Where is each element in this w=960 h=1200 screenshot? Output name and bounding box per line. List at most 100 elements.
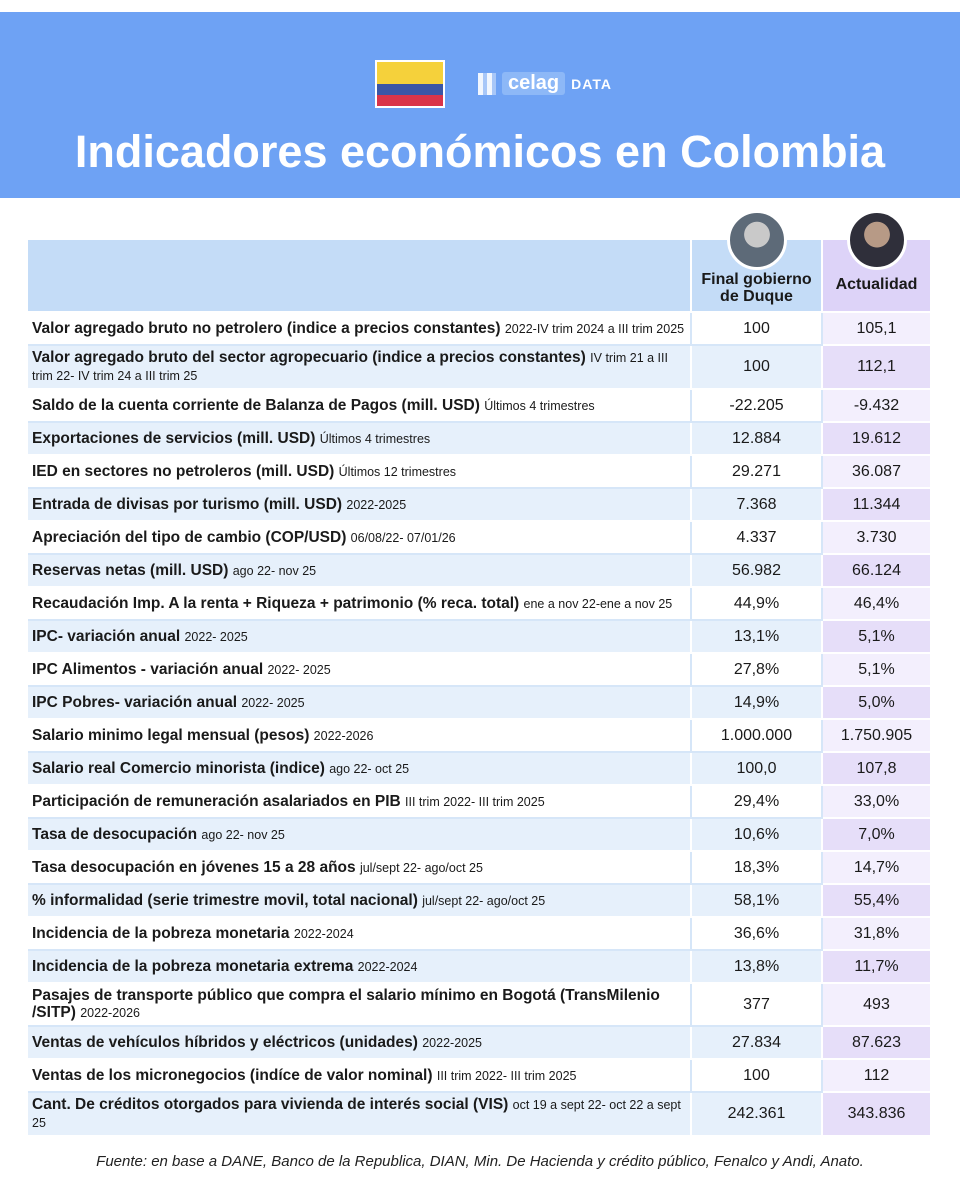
indicator-text: % informalidad (serie trimestre movil, t… — [32, 888, 686, 913]
value-cell: -9.432 — [823, 390, 932, 423]
indicator-note: 2022-2026 — [313, 728, 374, 743]
banner: celag DATA Indicadores económicos en Col… — [0, 12, 960, 198]
indicator-wrap: IPC Alimentos - variación anual 2022- 20… — [32, 661, 331, 679]
indicator-cell: Valor agregado bruto del sector agropecu… — [28, 346, 692, 390]
table-row: Salario real Comercio minorista (indice)… — [28, 753, 932, 786]
value-cell: 4.337 — [692, 522, 823, 555]
indicator-text: IPC Pobres- variación anual 2022- 2025 — [32, 690, 686, 715]
indicator-note: ago 22- nov 25 — [232, 563, 317, 578]
table-row: Salario minimo legal mensual (pesos) 202… — [28, 720, 932, 753]
column-header: Final gobierno de Duque — [701, 271, 812, 305]
indicator-note: III trim 2022- III trim 2025 — [436, 1068, 577, 1083]
indicator-text: Salario minimo legal mensual (pesos) 202… — [32, 723, 686, 748]
indicator-label: Pasajes de transporte público que compra… — [32, 987, 660, 1021]
value-cell: 18,3% — [692, 852, 823, 885]
indicator-label: Ventas de los micronegocios (indíce de v… — [32, 1066, 433, 1084]
value-cell: 13,8% — [692, 951, 823, 984]
value-cell: 46,4% — [823, 588, 932, 621]
indicator-text: IPC Alimentos - variación anual 2022- 20… — [32, 657, 686, 682]
value-cell: 1.750.905 — [823, 720, 932, 753]
indicator-wrap: Ventas de los micronegocios (indíce de v… — [32, 1067, 576, 1085]
indicator-text: Incidencia de la pobreza monetaria extre… — [32, 954, 686, 979]
indicator-label: IPC- variación anual — [32, 627, 181, 645]
indicator-wrap: Pasajes de transporte público que compra… — [32, 987, 686, 1022]
indicator-text: Saldo de la cuenta corriente de Balanza … — [32, 393, 686, 418]
value-cell: -22.205 — [692, 390, 823, 423]
table-row: Ventas de vehículos híbridos y eléctrico… — [28, 1027, 932, 1060]
indicator-label: IPC Pobres- variación anual — [32, 693, 238, 711]
table-row: IPC Pobres- variación anual 2022- 2025 14… — [28, 687, 932, 720]
value-cell: 112,1 — [823, 346, 932, 390]
indicator-text: Incidencia de la pobreza monetaria 2022-… — [32, 921, 686, 946]
indicator-note: ago 22- nov 25 — [201, 827, 285, 842]
indicator-label: Valor agregado bruto del sector agropecu… — [32, 349, 586, 366]
indicator-wrap: % informalidad (serie trimestre movil, t… — [32, 892, 545, 910]
value-cell: 58,1% — [692, 885, 823, 918]
table-row: Valor agregado bruto del sector agropecu… — [28, 346, 932, 390]
header-row: Final gobierno de Duque Actualidad — [28, 210, 932, 313]
indicator-label: Incidencia de la pobreza monetaria — [32, 924, 290, 942]
photo — [846, 210, 907, 270]
indicator-cell: Reservas netas (mill. USD) ago 22- nov 2… — [28, 555, 692, 588]
value-cell: 100 — [692, 1060, 823, 1093]
table-row: Incidencia de la pobreza monetaria 2022-… — [28, 918, 932, 951]
indicator-note: III trim 2022- III trim 2025 — [405, 794, 545, 809]
indicator-label: IPC Alimentos - variación anual — [32, 660, 264, 678]
indicator-wrap: IED en sectores no petroleros (mill. USD… — [32, 463, 456, 481]
indicator-cell: Salario real Comercio minorista (indice)… — [28, 753, 692, 786]
indicator-label: Valor agregado bruto no petrolero (indic… — [32, 319, 501, 337]
value-cell: 11,7% — [823, 951, 932, 984]
indicator-note: Últimos 4 trimestres — [484, 398, 595, 413]
indicator-cell: Ventas de vehículos híbridos y eléctrico… — [28, 1027, 692, 1060]
table-row: Tasa desocupación en jóvenes 15 a 28 año… — [28, 852, 932, 885]
indicator-label: Apreciación del tipo de cambio (COP/USD) — [32, 528, 347, 546]
indicator-note: Últimos 12 trimestres — [338, 464, 457, 479]
indicator-label: Tasa desocupación en jóvenes 15 a 28 año… — [32, 858, 356, 876]
value-cell: 55,4% — [823, 885, 932, 918]
indicator-label: Salario minimo legal mensual (pesos) — [32, 726, 310, 744]
indicator-wrap: Valor agregado bruto no petrolero (indic… — [32, 320, 684, 338]
indicator-note: 2022- 2025 — [241, 695, 305, 710]
indicator-note: ago 22- oct 25 — [329, 761, 410, 776]
indicator-cell: Salario minimo legal mensual (pesos) 202… — [28, 720, 692, 753]
value-cell: 7.368 — [692, 489, 823, 522]
indicator-wrap: Incidencia de la pobreza monetaria 2022-… — [32, 925, 354, 943]
header-blank — [28, 240, 692, 313]
source-note: Fuente: en base a DANE, Banco de la Repu… — [96, 1153, 864, 1170]
table-row: Entrada de divisas por turismo (mill. US… — [28, 489, 932, 522]
column-header: Actualidad — [835, 276, 918, 293]
indicator-wrap: Saldo de la cuenta corriente de Balanza … — [32, 397, 595, 415]
indicator-label: % informalidad (serie trimestre movil, t… — [32, 891, 418, 909]
indicator-wrap: Salario minimo legal mensual (pesos) 202… — [32, 727, 373, 745]
indicator-note: jul/sept 22- ago/oct 25 — [359, 860, 483, 875]
logo-tag: DATA — [571, 75, 612, 92]
logo: celag DATA — [478, 72, 612, 95]
indicator-text: Tasa desocupación en jóvenes 15 a 28 año… — [32, 855, 686, 880]
value-cell: 11.344 — [823, 489, 932, 522]
indicator-cell: Cant. De créditos otorgados para viviend… — [28, 1093, 692, 1137]
indicator-cell: Tasa desocupación en jóvenes 15 a 28 año… — [28, 852, 692, 885]
indicator-note: 06/08/22- 07/01/26 — [350, 530, 456, 545]
indicator-cell: IPC Pobres- variación anual 2022- 2025 — [28, 687, 692, 720]
indicator-cell: % informalidad (serie trimestre movil, t… — [28, 885, 692, 918]
table-row: Valor agregado bruto no petrolero (indic… — [28, 313, 932, 346]
value-cell: 1.000.000 — [692, 720, 823, 753]
photo — [726, 210, 787, 270]
value-cell: 100 — [692, 313, 823, 346]
indicator-label: Exportaciones de servicios (mill. USD) — [32, 429, 316, 447]
indicator-label: Tasa de desocupación — [32, 825, 198, 843]
indicator-note: 2022-IV trim 2024 a III trim 2025 — [504, 321, 685, 336]
table-row: Tasa de desocupación ago 22- nov 25 10,6%… — [28, 819, 932, 852]
indicator-text: IPC- variación anual 2022- 2025 — [32, 624, 686, 649]
indicator-label: Reservas netas (mill. USD) — [32, 561, 229, 579]
indicator-label: Cant. De créditos otorgados para viviend… — [32, 1096, 509, 1113]
value-cell: 27.834 — [692, 1027, 823, 1060]
value-cell: 5,1% — [823, 621, 932, 654]
table-row: Reservas netas (mill. USD) ago 22- nov 2… — [28, 555, 932, 588]
table-row: IPC- variación anual 2022- 2025 13,1% 5,1% — [28, 621, 932, 654]
indicators-table: Final gobierno de Duque Actualidad Valor… — [28, 210, 932, 1137]
value-cell: 19.612 — [823, 423, 932, 456]
value-cell: 107,8 — [823, 753, 932, 786]
indicator-text: Exportaciones de servicios (mill. USD) Ú… — [32, 426, 686, 451]
header-cell: Final gobierno de Duque — [692, 210, 823, 313]
